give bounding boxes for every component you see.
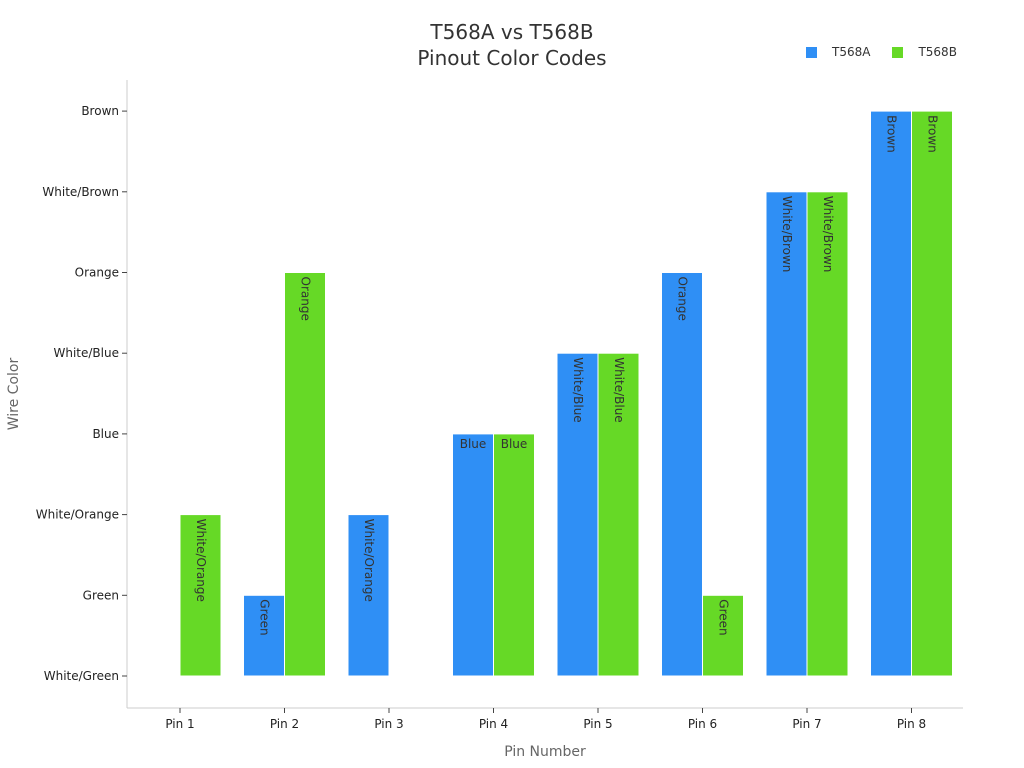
bar-data-label: Green	[717, 599, 731, 635]
bar-data-label: White/Brown	[780, 196, 794, 273]
x-tick-label: Pin 4	[479, 717, 508, 731]
x-tick-label: Pin 8	[897, 717, 926, 731]
y-tick-label: White/Orange	[36, 508, 119, 522]
chart-title-line-1: T568A vs T568B	[430, 20, 594, 44]
bar-data-label: Brown	[926, 115, 940, 153]
x-tick-label: Pin 2	[270, 717, 299, 731]
bar-data-label: Blue	[460, 437, 487, 451]
legend-item-t568a[interactable]: T568A	[806, 45, 870, 59]
legend-swatch-t568a	[806, 46, 817, 58]
x-tick-label: Pin 6	[688, 717, 717, 731]
bar-data-label: Orange	[299, 277, 313, 321]
x-tick-label: Pin 7	[792, 717, 821, 731]
y-tick-label: Orange	[75, 266, 119, 280]
legend-item-t568b[interactable]: T568B	[892, 45, 957, 59]
bar-data-label: Blue	[501, 437, 528, 451]
y-tick-label: White/Green	[44, 669, 119, 683]
bar-t568a-3[interactable]	[347, 514, 390, 677]
bar-t568b-1[interactable]	[179, 514, 222, 677]
bar-data-label: White/Blue	[571, 357, 585, 423]
x-tick-label: Pin 3	[374, 717, 403, 731]
bar-t568b-7[interactable]	[806, 191, 849, 677]
legend-label-t568b: T568B	[918, 45, 957, 59]
bar-t568b-4[interactable]	[493, 433, 535, 677]
legend-label-t568a: T568A	[832, 45, 871, 59]
chart-title-line-2: Pinout Color Codes	[417, 46, 607, 70]
bar-t568b-6[interactable]	[702, 594, 744, 677]
y-tick-label: Green	[83, 588, 119, 602]
x-tick-label: Pin 1	[165, 717, 194, 731]
y-axis-title: Wire Color	[6, 358, 22, 431]
bar-t568a-7[interactable]	[765, 191, 808, 677]
bar-t568b-5[interactable]	[597, 352, 640, 677]
bar-t568a-5[interactable]	[556, 352, 599, 677]
bar-t568a-4[interactable]	[452, 433, 494, 677]
bar-t568b-2[interactable]	[284, 272, 326, 677]
bar-data-label: White/Orange	[194, 519, 208, 602]
bar-t568a-2[interactable]	[243, 594, 285, 677]
bar-data-label: Green	[258, 599, 272, 635]
bar-data-label: White/Orange	[362, 519, 376, 602]
x-tick-label: Pin 5	[583, 717, 612, 731]
bar-t568b-8[interactable]	[911, 110, 953, 677]
x-axis-title: Pin Number	[504, 744, 586, 760]
y-tick-label: Blue	[92, 427, 119, 441]
bar-data-label: Brown	[885, 115, 899, 153]
bar-data-label: White/Blue	[612, 357, 626, 423]
bar-t568a-8[interactable]	[870, 110, 912, 677]
legend-swatch-t568b	[892, 46, 904, 58]
chart-legend: T568A T568B	[806, 45, 979, 59]
bar-t568a-6[interactable]	[661, 272, 703, 677]
y-tick-label: White/Brown	[42, 185, 119, 199]
bar-data-label: White/Brown	[821, 196, 835, 273]
bar-data-label: Orange	[676, 277, 690, 321]
y-tick-label: Brown	[81, 104, 119, 118]
y-tick-label: White/Blue	[54, 346, 120, 360]
